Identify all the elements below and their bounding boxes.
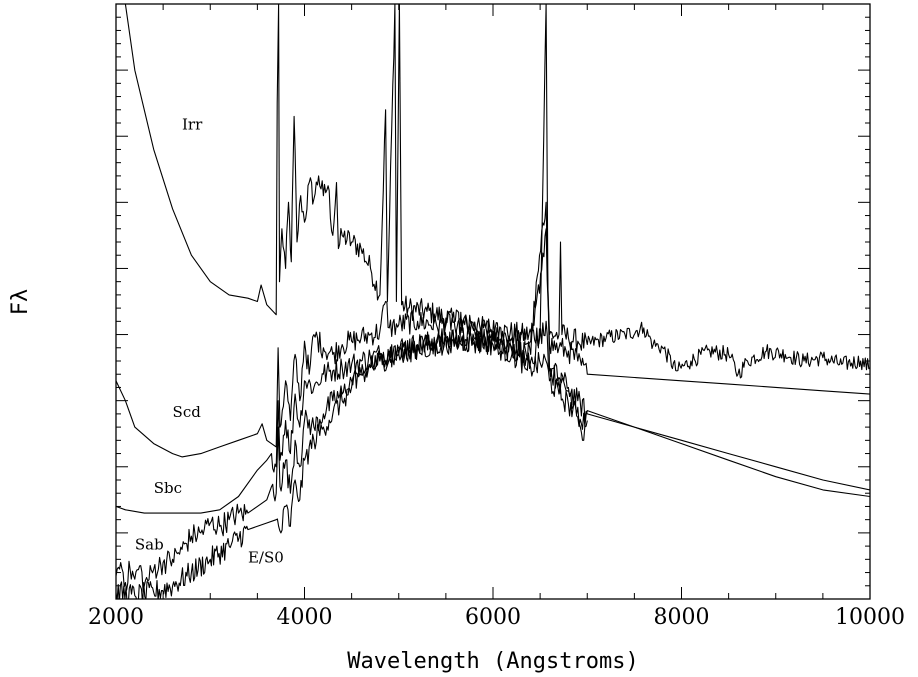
series-label: Irr <box>182 116 203 134</box>
series-label: Sab <box>135 535 164 553</box>
series-label: Scd <box>173 403 202 421</box>
series-label: Sbc <box>154 479 182 497</box>
series-group <box>116 4 870 599</box>
plot-frame <box>115 3 871 600</box>
axis-ticks <box>115 3 871 600</box>
x-tick-label: 8000 <box>654 605 710 630</box>
y-axis-title: Fλ <box>8 289 33 316</box>
series-label: E/S0 <box>248 549 284 567</box>
series-line <box>124 4 870 379</box>
x-tick-label: 6000 <box>465 605 521 630</box>
series-line <box>116 201 870 458</box>
series-labels: Irr Scd Sbc Sab E/S0 <box>135 116 284 567</box>
series-line <box>116 329 588 599</box>
series-line <box>116 320 870 592</box>
x-tick-label: 10000 <box>835 605 905 630</box>
x-tick-labels: 2000 4000 6000 8000 10000 <box>88 605 905 630</box>
x-tick-label: 2000 <box>88 605 144 630</box>
x-tick-label: 4000 <box>277 605 333 630</box>
x-axis-title: Wavelength (Angstroms) <box>347 649 638 674</box>
